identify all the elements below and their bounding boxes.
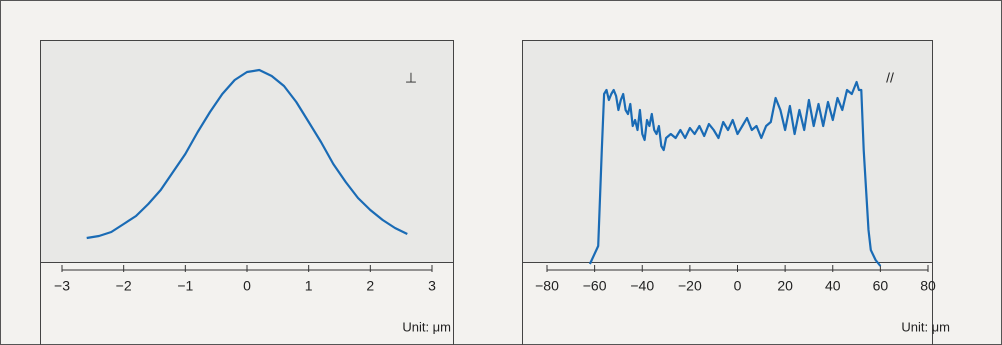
x-tick-label: 0 [243,278,251,294]
x-tick-label: 40 [825,278,841,294]
x-tick-label: −2 [116,278,132,294]
x-tick-label: −3 [54,278,70,294]
x-tick-label: 0 [734,278,742,294]
annotation: // [886,70,894,86]
plot-panel [522,40,933,263]
x-tick-label: 1 [305,278,313,294]
x-tick-label: 3 [428,278,436,294]
x-axis-label: Unit: μm [402,319,451,334]
x-tick-label: −60 [583,278,607,294]
x-axis-label: Unit: μm [901,319,950,334]
plot-panel [40,40,454,263]
data-line [588,80,882,267]
x-tick-label: −1 [177,278,193,294]
x-tick-label: 2 [366,278,374,294]
x-tick-label: 20 [777,278,793,294]
x-tick-label: 80 [920,278,936,294]
x-tick-label: −40 [630,278,654,294]
data-line [86,68,408,240]
x-tick-label: −20 [678,278,702,294]
x-tick-label: −80 [535,278,559,294]
annotation: ⊥ [405,70,417,86]
x-tick-label: 60 [873,278,889,294]
